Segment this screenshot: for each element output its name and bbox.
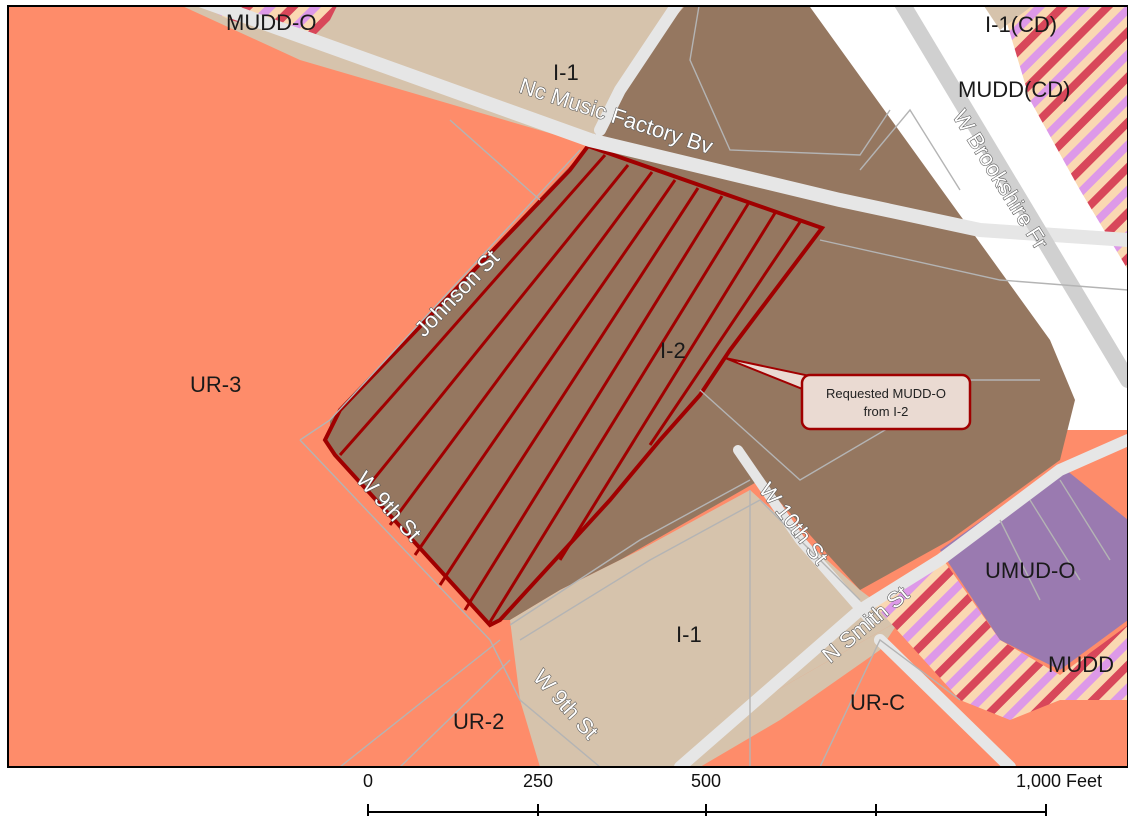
zone-umud-o (940, 465, 1128, 670)
zone-mudd-hatch-lower (870, 555, 1128, 720)
zone-i1-bottom (510, 490, 900, 767)
zone-label-i1-bottom: I-1 (676, 622, 702, 647)
scale-label-250: 250 (523, 771, 553, 791)
zone-label-ur3: UR-3 (190, 372, 241, 397)
zone-label-i1-top: I-1 (553, 60, 579, 85)
scale-label-1000: 1,000 Feet (1016, 771, 1102, 791)
zone-label-urc: UR-C (850, 690, 905, 715)
zone-label-i2: I-2 (660, 338, 686, 363)
callout-box: Requested MUDD-O from I-2 (800, 373, 972, 431)
scale-bar: 0 250 500 1,000 Feet (363, 771, 1102, 816)
road-n-smith (674, 434, 1128, 767)
zone-muddcd-hatch (1001, 6, 1128, 270)
zone-label-ur2: UR-2 (453, 709, 504, 734)
scale-label-0: 0 (363, 771, 373, 791)
zone-label-mudd-o: MUDD-O (226, 10, 316, 35)
zone-label-i1cd: I-1(CD) (985, 12, 1057, 37)
callout-line-1: Requested MUDD-O (826, 386, 946, 401)
road-brookshire (894, 6, 1128, 388)
map-frame (7, 5, 1128, 768)
zone-label-muddcd: MUDD(CD) (958, 77, 1070, 102)
zone-i1cd (984, 6, 1032, 30)
zone-label-mudd: MUDD (1048, 652, 1114, 677)
road-music-factory (196, 6, 1128, 247)
scale-label-500: 500 (691, 771, 721, 791)
callout-line-2: from I-2 (864, 404, 909, 419)
subject-hatch-lines (338, 154, 802, 623)
zone-label-umud-o: UMUD-O (985, 558, 1075, 583)
